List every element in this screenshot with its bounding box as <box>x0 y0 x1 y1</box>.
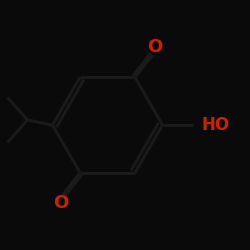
Text: O: O <box>53 194 68 212</box>
Text: HO: HO <box>201 116 230 134</box>
Text: O: O <box>147 38 162 56</box>
